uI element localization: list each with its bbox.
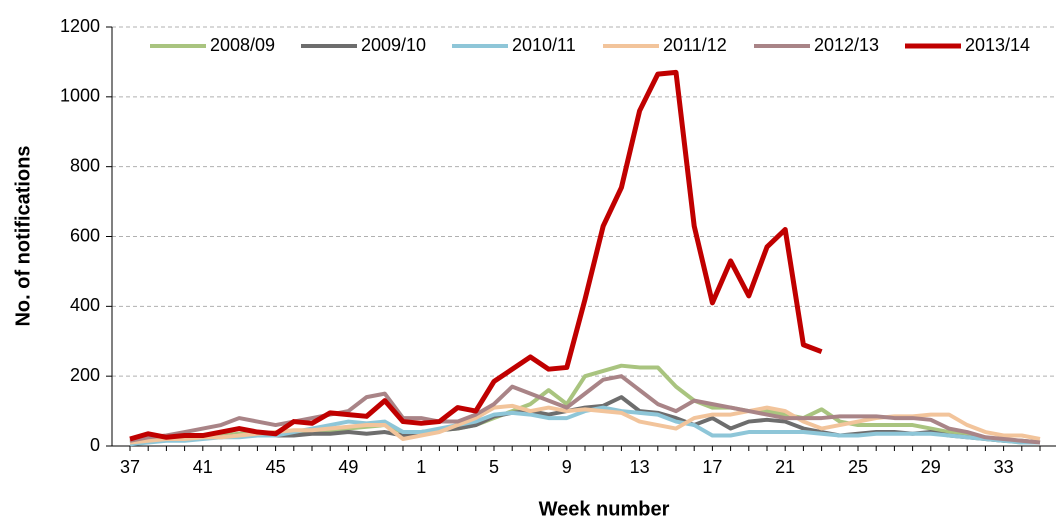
x-tick-label: 9 xyxy=(562,457,572,477)
x-tick-label: 25 xyxy=(848,457,868,477)
x-tick-label: 49 xyxy=(338,457,358,477)
y-tick-label: 200 xyxy=(70,365,100,385)
y-tick-label: 1000 xyxy=(60,86,100,106)
y-axis-label: No. of notifications xyxy=(12,145,34,326)
legend-label: 2008/09 xyxy=(210,35,275,55)
x-tick-label: 29 xyxy=(921,457,941,477)
x-tick-label: 1 xyxy=(416,457,426,477)
x-tick-label: 33 xyxy=(994,457,1014,477)
y-tick-label: 600 xyxy=(70,225,100,245)
y-tick-label: 1200 xyxy=(60,16,100,36)
legend-label: 2011/12 xyxy=(663,35,727,55)
legend-label: 2010/11 xyxy=(512,35,576,55)
x-axis-label: Week number xyxy=(539,498,670,520)
x-tick-label: 37 xyxy=(120,457,140,477)
series-line xyxy=(129,374,1041,445)
x-tick-label: 17 xyxy=(702,457,722,477)
y-tick-label: 400 xyxy=(70,295,100,315)
x-tick-label: 41 xyxy=(193,457,213,477)
legend-label: 2013/14 xyxy=(965,35,1030,55)
series-line xyxy=(129,69,823,442)
x-tick-label: 45 xyxy=(266,457,286,477)
x-tick-label: 21 xyxy=(775,457,795,477)
x-tick-label: 13 xyxy=(630,457,650,477)
legend-label: 2009/10 xyxy=(361,35,426,55)
x-tick-label: 5 xyxy=(489,457,499,477)
y-tick-label: 0 xyxy=(90,435,100,455)
y-tick-label: 800 xyxy=(70,155,100,175)
legend-label: 2012/13 xyxy=(814,35,879,55)
